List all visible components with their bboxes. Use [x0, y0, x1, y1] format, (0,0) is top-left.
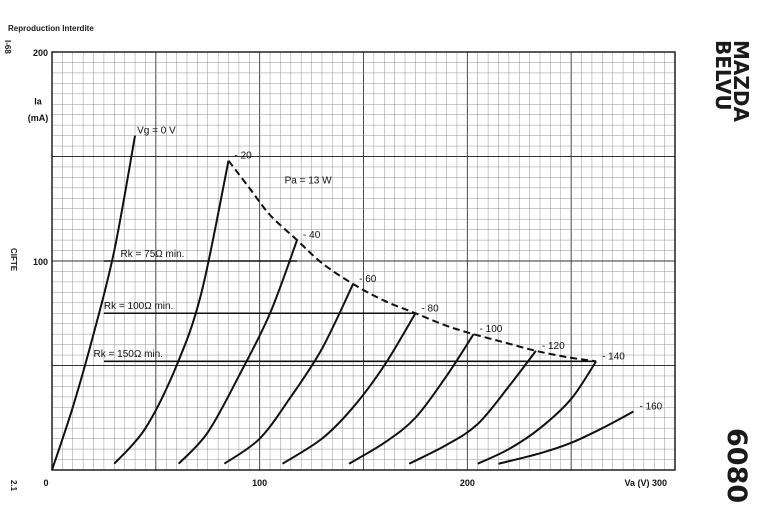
- curve-label: - 120: [542, 341, 565, 352]
- reproduction-notice: Reproduction Interdite: [8, 24, 94, 33]
- y-axis-label-2: (mA): [28, 113, 49, 123]
- plate-curve: [177, 239, 298, 465]
- curve-label: - 140: [602, 351, 625, 362]
- curve-label: - 80: [421, 303, 439, 314]
- curve-label: Vg = 0 V: [137, 126, 176, 137]
- plot-frame: [51, 51, 676, 471]
- brand-logo: MAZDA BELVU: [711, 40, 753, 122]
- page-code-top: I-68: [3, 40, 12, 54]
- pa-dissipation-curve: [227, 160, 597, 363]
- curve-label: - 160: [639, 401, 662, 412]
- x-tick-label: 100: [252, 478, 267, 488]
- plate-curve: [498, 410, 634, 465]
- curve-label: - 60: [359, 274, 377, 285]
- x-axis-label: Va (V) 300: [624, 478, 667, 488]
- curve-label: - 20: [235, 151, 253, 162]
- plate-curve: [51, 135, 137, 471]
- page-code-bottom: 2.1: [9, 480, 18, 492]
- x-tick-label: 0: [43, 478, 48, 488]
- rk-label-150: Rk = 150Ω min.: [94, 349, 163, 360]
- rk-label-75: Rk = 75Ω min.: [121, 249, 185, 260]
- axes: [51, 51, 676, 471]
- side-label: CIFTE: [9, 248, 18, 272]
- pa-curve: [227, 160, 597, 363]
- brand-line-2: BELVU: [711, 40, 735, 111]
- model-number: 6080: [721, 428, 752, 504]
- plate-curves: [51, 135, 634, 471]
- plate-curve: [477, 360, 597, 465]
- chart-labels: 0 100 200 100 200 Va (V) 300 Ia (mA) Rk = 75Ω mi…: [28, 48, 667, 488]
- x-tick-label: 200: [460, 478, 475, 488]
- plate-curve: [223, 283, 355, 465]
- y-tick-label: 100: [33, 257, 48, 267]
- y-axis-label-1: Ia: [34, 96, 43, 106]
- plate-curve: [348, 333, 475, 465]
- rk-lines: [103, 260, 597, 363]
- curve-label: - 40: [303, 230, 321, 241]
- y-tick-label: 200: [33, 48, 48, 58]
- plate-curve: [113, 160, 230, 465]
- rk-label-100: Rk = 100Ω min.: [104, 301, 173, 312]
- plate-curve: [281, 312, 417, 465]
- pa-label: Pa = 13 W: [285, 176, 333, 187]
- plate-curve: [408, 350, 537, 465]
- curve-label: - 100: [480, 324, 503, 335]
